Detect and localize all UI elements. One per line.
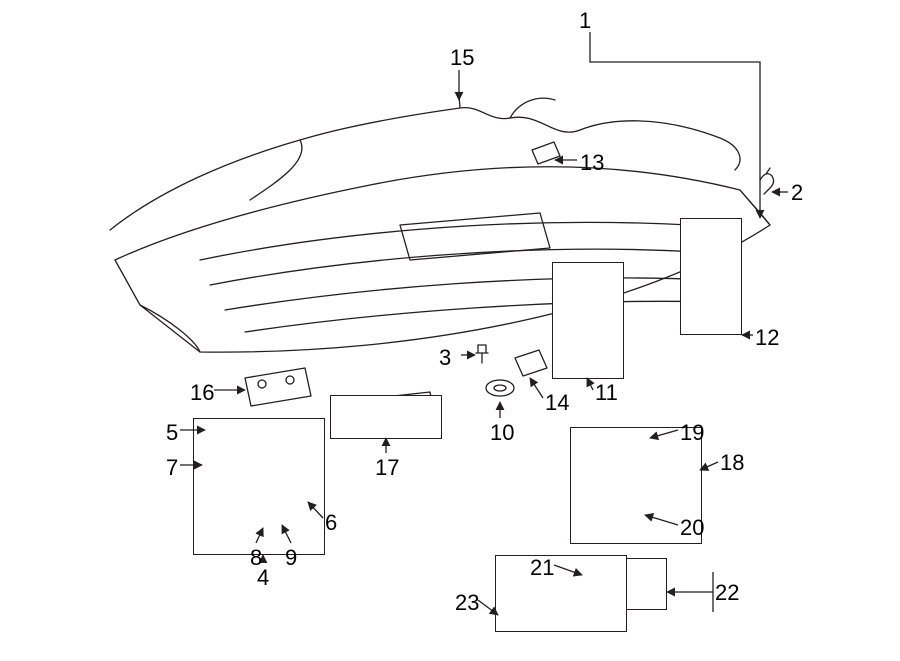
callout-13: 13 [580, 150, 604, 176]
callout-16: 16 [190, 380, 214, 406]
callout-8: 8 [250, 545, 262, 571]
callout-10: 10 [490, 420, 514, 446]
callout-7: 7 [166, 455, 178, 481]
callout-1: 1 [579, 8, 591, 34]
callout-14: 14 [545, 390, 569, 416]
callout-11: 11 [595, 380, 618, 406]
callout-2: 2 [791, 180, 803, 206]
callout-9: 9 [285, 545, 297, 571]
callout-18: 18 [720, 450, 744, 476]
callout-3: 3 [439, 345, 451, 371]
callout-6: 6 [325, 510, 337, 536]
callout-19: 19 [680, 420, 704, 446]
callout-22: 22 [715, 580, 739, 606]
callout-20: 20 [680, 515, 704, 541]
diagram-stage: 1 2 3 4 5 6 7 8 9 10 11 12 13 14 15 16 1… [0, 0, 900, 661]
callout-21: 21 [530, 555, 554, 581]
callout-12: 12 [755, 325, 779, 351]
callout-15: 15 [450, 45, 474, 71]
callout-17: 17 [375, 455, 399, 481]
callout-5: 5 [166, 420, 178, 446]
callout-23: 23 [455, 590, 479, 616]
